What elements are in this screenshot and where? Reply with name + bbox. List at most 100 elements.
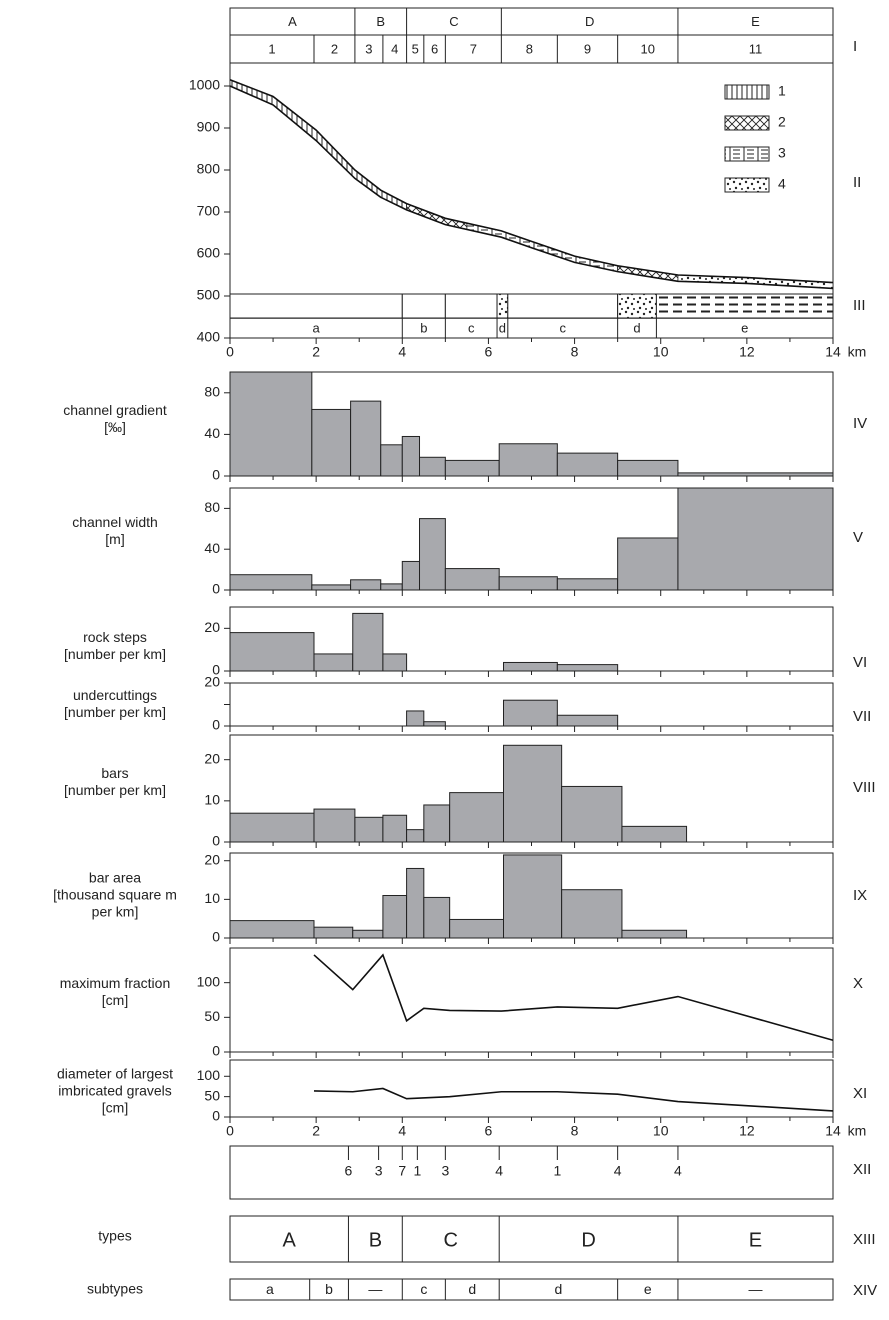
row-III-cell-label: c bbox=[468, 320, 475, 335]
bar bbox=[561, 889, 623, 939]
bar bbox=[503, 744, 563, 843]
panel-label: rock steps bbox=[83, 629, 147, 645]
bar bbox=[621, 929, 688, 939]
row-XII-mark-label: 3 bbox=[375, 1163, 383, 1179]
roman-label: IX bbox=[853, 887, 867, 904]
type-label: A bbox=[283, 1229, 297, 1251]
x-tick-label: 14 bbox=[825, 1123, 841, 1139]
row-XII-mark-label: 4 bbox=[614, 1163, 622, 1179]
x-tick-label: 10 bbox=[653, 1123, 669, 1139]
x-unit-label: km bbox=[848, 1123, 867, 1139]
y-tick-label: 40 bbox=[204, 540, 220, 556]
bar bbox=[449, 918, 505, 939]
panel-label: [cm] bbox=[102, 992, 128, 1008]
bar bbox=[406, 867, 425, 939]
legend-swatch bbox=[724, 84, 770, 100]
y-tick-label: 0 bbox=[212, 467, 220, 483]
x-tick-label: 6 bbox=[485, 1123, 493, 1139]
legend-label: 4 bbox=[778, 176, 786, 192]
bar bbox=[498, 443, 558, 477]
roman-label: II bbox=[853, 174, 861, 191]
figure-layer: A B C D E1 2 3 4 5 6 7 8 9 10 11 I400500600700800900100… bbox=[53, 7, 877, 1301]
row-XIII-frame bbox=[229, 1215, 834, 1263]
row-III-upper-cell bbox=[507, 293, 619, 319]
bar bbox=[677, 472, 834, 477]
y-tick-label: 500 bbox=[197, 287, 221, 303]
row-XII-frame bbox=[229, 1145, 834, 1200]
bar bbox=[503, 699, 558, 727]
bar bbox=[561, 785, 623, 843]
bar bbox=[382, 814, 408, 843]
legend-swatch bbox=[724, 146, 770, 162]
row-XII-mark-label: 1 bbox=[553, 1163, 561, 1179]
x-tick-label: 2 bbox=[312, 1123, 320, 1139]
bar bbox=[313, 926, 354, 939]
panel-label: channel gradient bbox=[63, 402, 167, 418]
bar bbox=[419, 518, 446, 591]
panel-label: undercuttings bbox=[73, 687, 157, 703]
row-III-upper-cell bbox=[655, 293, 834, 319]
x-tick-label: 14 bbox=[825, 344, 841, 360]
bar bbox=[444, 459, 500, 477]
bar bbox=[229, 920, 315, 939]
x-tick-label: 2 bbox=[312, 344, 320, 360]
type-label: E bbox=[749, 1229, 762, 1251]
panel-label: [number per km] bbox=[64, 646, 166, 662]
type-label: C bbox=[444, 1229, 458, 1251]
y-tick-label: 0 bbox=[212, 717, 220, 733]
subtype-label: b bbox=[325, 1281, 333, 1297]
bar bbox=[621, 825, 688, 843]
bar bbox=[419, 456, 446, 477]
x-tick-label: 4 bbox=[398, 1123, 406, 1139]
type-label: D bbox=[581, 1229, 595, 1251]
bar bbox=[352, 929, 384, 939]
panel-label: maximum fraction bbox=[60, 975, 170, 991]
x-tick-label: 8 bbox=[571, 1123, 579, 1139]
subtype-label: a bbox=[266, 1281, 274, 1297]
legend-swatch bbox=[724, 177, 770, 193]
x-tick-label: 4 bbox=[398, 344, 406, 360]
row-III-upper-cell bbox=[496, 293, 509, 319]
y-tick-label: 0 bbox=[212, 581, 220, 597]
bar bbox=[401, 435, 421, 477]
y-tick-label: 50 bbox=[204, 1087, 220, 1103]
x-tick-label: 12 bbox=[739, 344, 755, 360]
bar bbox=[449, 792, 505, 843]
row-III-cell-label: e bbox=[741, 320, 748, 335]
section-number-label: 9 bbox=[584, 41, 591, 56]
bar bbox=[382, 653, 408, 672]
roman-label: I bbox=[853, 38, 857, 55]
bar bbox=[556, 452, 619, 477]
y-tick-label: 40 bbox=[204, 425, 220, 441]
y-tick-label: 10 bbox=[204, 792, 220, 808]
y-tick-label: 800 bbox=[197, 161, 221, 177]
panel-IX bbox=[229, 852, 834, 939]
bar bbox=[313, 653, 354, 672]
bar bbox=[229, 812, 315, 843]
panel-VII bbox=[229, 682, 834, 727]
row-XII-mark-label: 6 bbox=[345, 1163, 353, 1179]
y-tick-label: 20 bbox=[204, 674, 220, 690]
section-number-label: 3 bbox=[365, 41, 372, 56]
legend-swatch bbox=[724, 115, 770, 131]
roman-label: XI bbox=[853, 1085, 867, 1102]
y-tick-label: 80 bbox=[204, 499, 220, 515]
row-III-cell-label: a bbox=[313, 320, 321, 335]
row-XIII-label: types bbox=[98, 1228, 131, 1244]
subtype-label: d bbox=[468, 1281, 476, 1297]
bar bbox=[617, 459, 679, 477]
bar bbox=[313, 808, 356, 843]
y-tick-label: 400 bbox=[197, 329, 221, 345]
panel-label: bars bbox=[101, 765, 128, 781]
row-XII-mark-label: 4 bbox=[674, 1163, 682, 1179]
legend-label: 2 bbox=[778, 114, 786, 130]
row-III-cell-label: d bbox=[499, 320, 506, 335]
bar bbox=[350, 400, 382, 477]
row-III-cell-label: c bbox=[559, 320, 566, 335]
row-XII-mark-label: 3 bbox=[441, 1163, 449, 1179]
bar bbox=[444, 568, 500, 591]
x-tick-label: 0 bbox=[226, 1123, 234, 1139]
section-number-label: 10 bbox=[641, 41, 655, 56]
bar bbox=[423, 896, 451, 939]
